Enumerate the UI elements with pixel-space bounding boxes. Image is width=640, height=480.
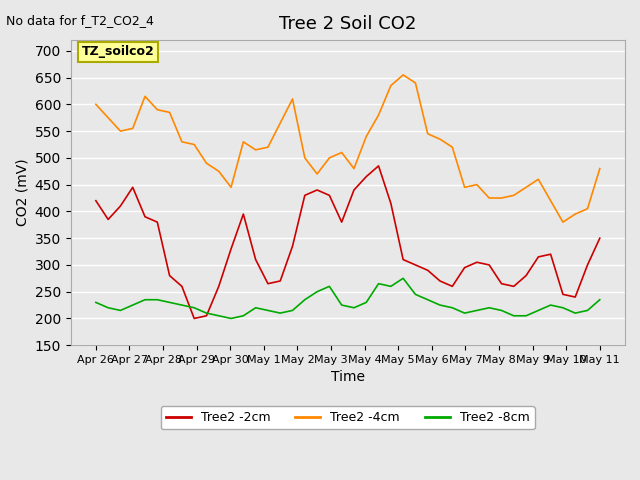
X-axis label: Time: Time: [331, 371, 365, 384]
Y-axis label: CO2 (mV): CO2 (mV): [15, 159, 29, 227]
Title: Tree 2 Soil CO2: Tree 2 Soil CO2: [279, 15, 417, 33]
Text: TZ_soilco2: TZ_soilco2: [82, 46, 154, 59]
Text: No data for f_T2_CO2_4: No data for f_T2_CO2_4: [6, 14, 154, 27]
Legend: Tree2 -2cm, Tree2 -4cm, Tree2 -8cm: Tree2 -2cm, Tree2 -4cm, Tree2 -8cm: [161, 407, 535, 430]
